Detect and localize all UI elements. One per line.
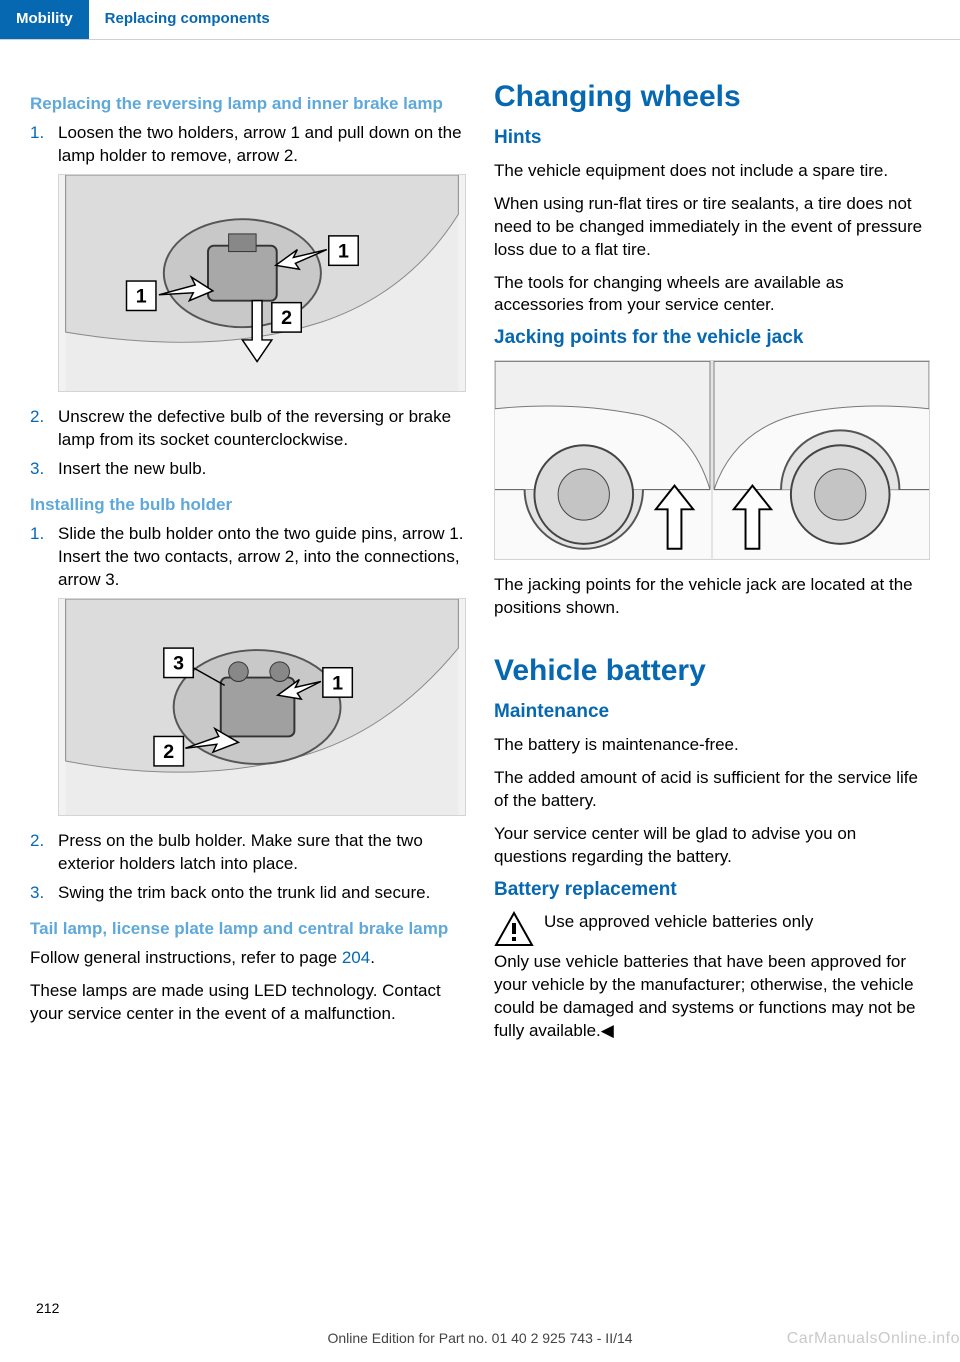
heading-jacking-points: Jacking points for the vehicle jack <box>494 327 930 350</box>
list-text: Loosen the two holders, arrow 1 and pull… <box>58 122 466 168</box>
page-link-204[interactable]: 204 <box>342 948 370 967</box>
fig-label-3: 3 <box>173 653 184 675</box>
list-item: 2. Press on the bulb holder. Make sure t… <box>30 830 466 876</box>
list-item: 3. Swing the trim back onto the trunk li… <box>30 882 466 905</box>
right-column: Changing wheels Hints The vehicle equipm… <box>494 80 930 1053</box>
heading-vehicle-battery: Vehicle battery <box>494 654 930 687</box>
paragraph-service-center: Your service center will be glad to advi… <box>494 823 930 869</box>
list-text: Unscrew the defective bulb of the revers… <box>58 406 466 452</box>
list-text: Swing the trim back onto the trunk lid a… <box>58 882 466 905</box>
header-tab-replacing: Replacing components <box>89 0 286 39</box>
heading-installing-bulb-holder: Installing the bulb holder <box>30 495 466 515</box>
fig-label-1: 1 <box>136 286 147 308</box>
header-bar: Mobility Replacing components <box>0 0 960 40</box>
paragraph-runflat: When using run-flat tires or tire sealan… <box>494 193 930 262</box>
fig2-label-1: 1 <box>332 673 343 695</box>
fig2-label-2: 2 <box>163 741 174 763</box>
list-number: 2. <box>30 830 58 876</box>
list-number: 1. <box>30 122 58 168</box>
text-post-link: . <box>370 948 375 967</box>
list-item: 1. Loosen the two holders, arrow 1 and p… <box>30 122 466 168</box>
heading-maintenance: Maintenance <box>494 701 930 724</box>
fig-label-1b: 1 <box>338 241 349 263</box>
warning-icon <box>494 911 534 947</box>
heading-battery-replacement: Battery replacement <box>494 879 930 902</box>
heading-hints: Hints <box>494 127 930 150</box>
list-number: 3. <box>30 458 58 481</box>
list-number: 2. <box>30 406 58 452</box>
paragraph-follow-instructions: Follow general instructions, refer to pa… <box>30 947 466 970</box>
left-column: Replacing the reversing lamp and inner b… <box>30 80 466 1053</box>
page-number: 212 <box>36 1299 59 1318</box>
paragraph-led-tech: These lamps are made using LED technolog… <box>30 980 466 1026</box>
figure-lamp-holder-install: 3 1 2 <box>58 598 466 816</box>
text-pre-link: Follow general instructions, refer to pa… <box>30 948 342 967</box>
list-number: 3. <box>30 882 58 905</box>
fig-label-2: 2 <box>281 308 292 330</box>
list-item: 3. Insert the new bulb. <box>30 458 466 481</box>
heading-tail-lamp: Tail lamp, license plate lamp and centra… <box>30 919 466 939</box>
warning-text-line1: Use approved vehicle batteries only <box>544 911 813 947</box>
heading-replacing-reversing-lamp: Replacing the reversing lamp and inner b… <box>30 94 466 114</box>
warning-text-body: Only use vehicle batteries that have bee… <box>494 951 930 1043</box>
paragraph-jacking-points: The jacking points for the vehicle jack … <box>494 574 930 620</box>
warning-box: Use approved vehicle batteries only <box>494 911 930 947</box>
list-text: Press on the bulb holder. Make sure that… <box>58 830 466 876</box>
list-number: 1. <box>30 523 58 592</box>
watermark: CarManualsOnline.info <box>787 1328 960 1350</box>
paragraph-no-spare: The vehicle equipment does not include a… <box>494 160 930 183</box>
list-text: Insert the new bulb. <box>58 458 466 481</box>
figure-lamp-holder-remove: 1 1 2 <box>58 174 466 392</box>
list-item: 1. Slide the bulb holder onto the two gu… <box>30 523 466 592</box>
heading-changing-wheels: Changing wheels <box>494 80 930 113</box>
list-text: Slide the bulb holder onto the two guide… <box>58 523 466 592</box>
paragraph-acid: The added amount of acid is sufficient f… <box>494 767 930 813</box>
paragraph-tools: The tools for changing wheels are availa… <box>494 272 930 318</box>
paragraph-maint-free: The battery is maintenance-free. <box>494 734 930 757</box>
header-tab-mobility: Mobility <box>0 0 89 39</box>
figure-jacking-points <box>494 360 930 560</box>
content-columns: Replacing the reversing lamp and inner b… <box>0 40 960 1053</box>
list-item: 2. Unscrew the defective bulb of the rev… <box>30 406 466 452</box>
